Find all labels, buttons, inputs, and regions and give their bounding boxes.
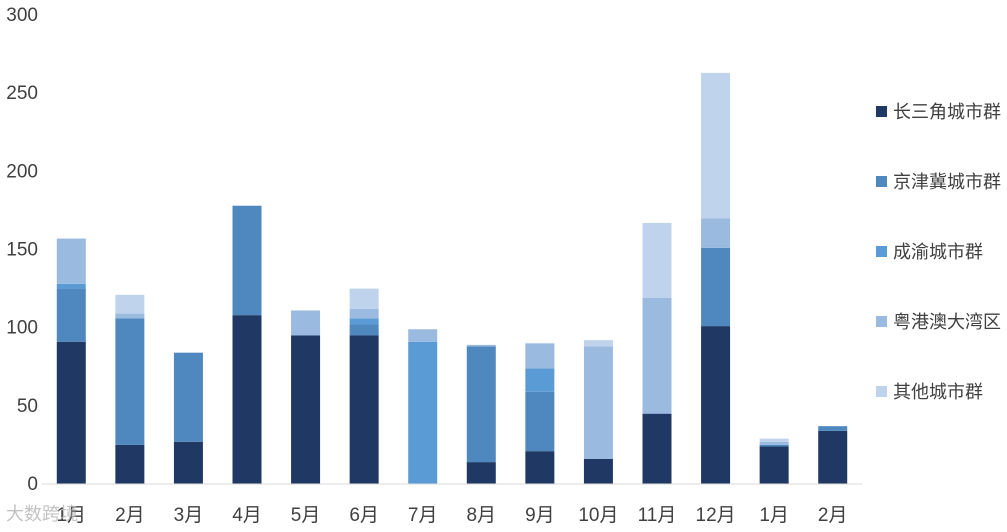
x-tick-label: 7月 [408,505,438,526]
x-tick-label: 12月 [696,505,736,526]
legend-label: 其他城市群 [893,382,983,403]
legend-swatch [876,245,887,257]
bar-segment [232,205,262,316]
bar-segment [291,310,321,336]
bar-segment [115,313,145,319]
y-tick-label: 50 [17,396,38,417]
legend-swatch [876,175,887,187]
watermark: 大数跨境 [6,504,78,525]
bar-segment [349,288,379,309]
bar-segment [349,318,379,325]
y-tick-label: 250 [6,83,38,104]
bar-segment [56,341,86,484]
x-tick-label: 2月 [818,505,848,526]
bar-segment [642,222,672,298]
bar-segment [56,238,86,284]
bar-segment [642,413,672,484]
legend-item: 其他城市群 [876,356,1007,426]
x-tick-label: 9月 [525,505,555,526]
legend-label: 长三角城市群 [893,102,1001,123]
legend-label: 成渝城市群 [893,242,983,263]
y-tick-label: 300 [6,5,38,26]
bar-segment [701,247,731,327]
bar-segment [349,324,379,336]
bar-segment [759,441,789,445]
bar-segment [583,346,613,459]
legend-label: 粤港澳大湾区 [893,312,1001,333]
bar-segment [232,315,262,484]
x-tick-label: 6月 [349,505,379,526]
legend: 长三角城市群 京津冀城市群 成渝城市群粤港澳大湾区 其他城市群 [876,76,1007,426]
y-axis-labels: 0 50 100 150 200 250 300 [6,5,38,495]
bar-segment [759,438,789,442]
bar-segment [466,346,496,463]
bar-segment [525,368,555,392]
legend-item: 成渝城市群 [876,216,1007,286]
bar-segment [408,329,438,342]
bar-segment [701,72,731,219]
legend-label: 京津冀城市群 [893,172,1001,193]
bar-segment [173,441,203,484]
bar-segment [583,458,613,484]
bar-segment [408,341,438,484]
bar-segment [115,294,145,314]
legend-swatch [876,105,887,117]
x-tick-label: 3月 [174,505,204,526]
x-tick-label: 1月 [759,505,789,526]
bar-segment [759,446,789,484]
bar-segment [349,308,379,319]
bar-segment [759,444,789,447]
bar-segment [115,444,145,484]
x-tick-label: 10月 [578,505,618,526]
legend-item: 京津冀城市群 [876,146,1007,216]
bar-segment [818,426,848,431]
bar-segment [349,335,379,484]
x-tick-label: 5月 [291,505,321,526]
x-tick-label: 2月 [115,505,145,526]
bar-segment [291,335,321,484]
bar-segment [642,297,672,414]
x-axis-labels: 1月 2月 3月 4月 5月 6月 7月 8月 9月 10月 11月 12月 1月 2月 [56,505,847,526]
bar-segment [56,283,86,289]
bar-segment [818,430,848,484]
bar-segment [525,343,555,369]
x-tick-label: 8月 [466,505,496,526]
bar-segment [466,344,496,347]
bar-segment [173,352,203,442]
bar-segment [525,391,555,452]
y-tick-label: 100 [6,318,38,339]
legend-item: 粤港澳大湾区 [876,286,1007,356]
bar-segment [701,326,731,484]
y-tick-label: 150 [6,240,38,261]
x-tick-label: 4月 [232,505,262,526]
x-tick-label: 1月 [56,505,86,526]
legend-item: 长三角城市群 [876,76,1007,146]
bar-segment [701,218,731,248]
bar-segment [525,451,555,484]
legend-swatch [876,315,887,327]
y-tick-label: 200 [6,161,38,182]
bar-segment [115,318,145,445]
y-tick-label: 0 [27,474,38,495]
bar-segment [466,462,496,484]
bar-segment [56,288,86,342]
bars [56,72,848,484]
legend-swatch [876,385,887,397]
bar-segment [583,340,613,347]
x-tick-label: 11月 [638,505,677,526]
